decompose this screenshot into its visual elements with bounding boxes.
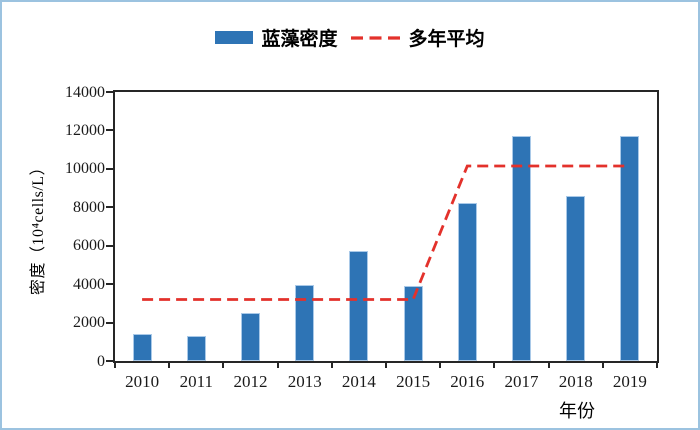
y-tick-mark	[106, 244, 113, 247]
x-tick-mark	[385, 362, 387, 368]
legend-item-bar-series: 蓝藻密度	[215, 24, 338, 51]
y-tick-label: 10000	[65, 160, 105, 178]
y-tick-mark	[106, 321, 113, 324]
bar-2018	[566, 195, 586, 361]
bar-2010	[132, 334, 152, 361]
y-tick-label: 2000	[73, 314, 105, 332]
y-tick-label: 4000	[73, 275, 105, 293]
y-tick-mark	[106, 206, 113, 209]
x-tick-mark	[656, 362, 658, 368]
x-tick-mark	[114, 362, 116, 368]
y-tick-mark	[106, 129, 113, 132]
x-tick-mark	[330, 362, 333, 368]
x-tick-mark	[547, 362, 550, 368]
bar-series-swatch	[215, 31, 254, 44]
x-tick-mark	[439, 362, 442, 368]
y-tick-label: 14000	[65, 83, 105, 101]
x-tick-label-2014: 2014	[341, 372, 376, 391]
bar-2015	[403, 286, 423, 361]
chart-legend: 蓝藻密度 多年平均	[2, 24, 698, 51]
bar-2013	[295, 285, 315, 361]
y-tick-label: 0	[97, 352, 105, 370]
legend-item-line-series: 多年平均	[350, 24, 485, 51]
x-tick-label-2015: 2015	[396, 372, 431, 391]
x-tick-mark	[168, 362, 171, 368]
average-dashed-line	[142, 164, 630, 301]
bar-2017	[512, 136, 531, 361]
x-tick-label-2017: 2017	[504, 372, 539, 391]
bar-2016	[457, 203, 477, 361]
x-tick-label-2011: 2011	[179, 372, 213, 391]
y-tick-mark	[106, 167, 113, 170]
y-tick-label: 12000	[65, 121, 105, 139]
y-tick-mark	[106, 91, 113, 93]
x-tick-label-2013: 2013	[287, 372, 322, 391]
y-tick-mark	[106, 283, 113, 286]
y-tick-label: 8000	[73, 198, 105, 216]
y-tick-mark	[106, 360, 113, 362]
x-tick-label-2010: 2010	[125, 372, 160, 391]
x-tick-mark	[601, 362, 604, 368]
legend-label-line-series: 多年平均	[408, 29, 485, 50]
x-tick-label-2019: 2019	[612, 372, 647, 391]
x-tick-label-2016: 2016	[450, 372, 485, 391]
x-tick-mark	[222, 362, 225, 368]
x-axis-title: 年份	[559, 401, 595, 421]
x-tick-label-2018: 2018	[558, 372, 593, 391]
x-tick-label-2012: 2012	[233, 372, 268, 391]
y-axis-title: 密度（10⁴cells/L）	[30, 158, 47, 296]
dashed-line-swatch	[350, 35, 401, 40]
bar-2011	[186, 336, 206, 361]
x-tick-mark	[276, 362, 279, 368]
bar-2014	[349, 251, 369, 361]
bar-2012	[241, 312, 260, 361]
x-tick-mark	[493, 362, 496, 368]
y-tick-label: 6000	[73, 237, 105, 255]
legend-label-bar-series: 蓝藻密度	[261, 29, 338, 50]
bar-2019	[620, 136, 640, 361]
line-series	[142, 164, 630, 301]
